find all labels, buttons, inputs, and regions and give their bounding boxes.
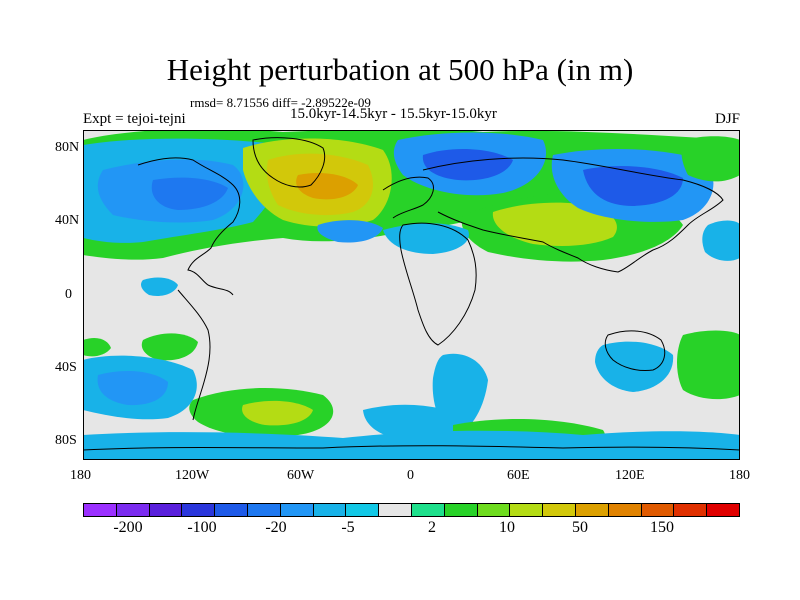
colorbar-swatch [379, 503, 412, 517]
colorbar-swatch [707, 503, 740, 517]
tropical-green-patch [83, 337, 111, 357]
sh-yellow-pacific [242, 400, 313, 426]
x-tick-label: 180 [70, 468, 91, 483]
x-tick-label: 60W [287, 468, 315, 483]
colorbar-label: 2 [428, 519, 436, 536]
season-label: DJF [714, 111, 740, 127]
rmsd-diff-stats: rmsd= 8.71556 diff= -2.89522e-09 [190, 95, 371, 110]
colorbar-swatch [215, 503, 248, 517]
na-deep-blue [151, 177, 228, 210]
colorbar-swatch [543, 503, 576, 517]
colorbar-label: 50 [572, 519, 588, 536]
experiment-label: Expt = tejoi-tejni [83, 111, 186, 127]
colorbar-swatch [411, 503, 445, 517]
y-tick-label: 80N [55, 140, 80, 155]
colorbar-label: -20 [265, 519, 287, 536]
x-tick-label: 120E [615, 468, 645, 483]
x-tick-label: 60E [507, 468, 530, 483]
colorbar-swatch [247, 503, 281, 517]
plot-title: Height perturbation at 500 hPa (in m) [166, 52, 634, 87]
colorbar-border [83, 503, 740, 517]
colorbar-swatch [477, 503, 511, 517]
contour-map [83, 130, 740, 460]
y-tick-label: 40S [55, 360, 77, 375]
atlantic-small-low [317, 220, 383, 243]
period-label: 15.0kyr-14.5kyr - 15.5kyr-15.0kyr [290, 106, 497, 122]
colorbar-label: 10 [499, 519, 515, 536]
colorbar-swatch [313, 503, 347, 517]
colorbar-swatch [346, 503, 380, 517]
tropical-cyan-patch [141, 277, 178, 296]
colorbar-label: -100 [187, 519, 217, 536]
colorbar-label: -200 [113, 519, 143, 536]
sh-green-pacific-east [677, 330, 740, 400]
y-tick-label: 40N [55, 213, 80, 228]
colorbar-swatch [575, 503, 609, 517]
sh-cyan-southind [432, 353, 488, 435]
europe-low-inner [422, 148, 513, 181]
colorbar-swatch [608, 503, 642, 517]
map-border [83, 130, 740, 460]
greenland-peak [296, 173, 358, 200]
asia-yellow [492, 202, 617, 246]
colorbar-swatch [83, 503, 117, 517]
atlantic-cyan-strip [383, 223, 469, 254]
colorbar-swatch [641, 503, 675, 517]
y-tick-label: 80S [55, 433, 77, 448]
x-tick-label: 120W [175, 468, 210, 483]
colorbar-swatch [280, 503, 314, 517]
colorbar [83, 503, 740, 517]
nh-east-cyan [702, 220, 740, 261]
colorbar-swatch [149, 503, 183, 517]
sh-green-west [141, 333, 198, 361]
colorbar-swatch [444, 503, 478, 517]
sh-blue-west [97, 370, 168, 406]
y-tick-label: 0 [65, 287, 72, 302]
x-tick-label: 0 [407, 468, 414, 483]
colorbar-swatch [116, 503, 150, 517]
colorbar-swatch [182, 503, 216, 517]
x-tick-label: 180 [729, 468, 750, 483]
colorbar-label: 150 [650, 519, 674, 536]
colorbar-swatch [510, 503, 544, 517]
coastlines [83, 137, 740, 451]
nh-east-green [681, 136, 740, 182]
colorbar-swatch [674, 503, 708, 517]
colorbar-label: -5 [341, 519, 355, 536]
sh-cyan-australia [595, 341, 674, 392]
